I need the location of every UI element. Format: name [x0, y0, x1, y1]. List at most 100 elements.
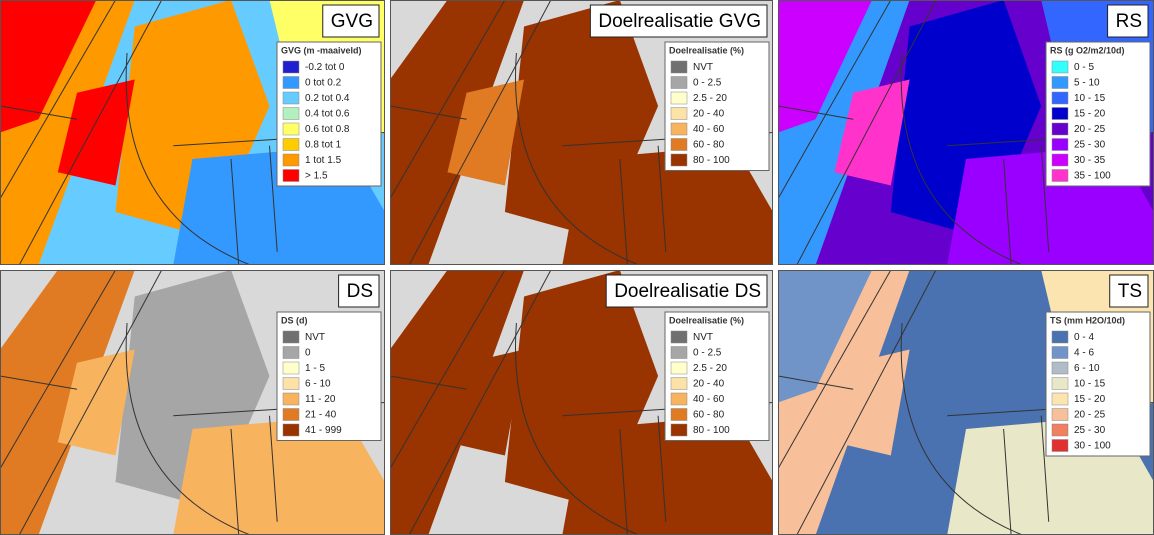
legend-swatch — [1051, 361, 1069, 375]
road — [0, 0, 116, 200]
road — [125, 322, 251, 535]
map-patch — [447, 79, 525, 186]
legend-title: Doelrealisatie (%) — [669, 315, 744, 325]
legend-label: 4 - 6 — [1074, 348, 1094, 359]
legend-label: -0.2 tot 0 — [305, 62, 345, 73]
legend-swatch — [670, 330, 688, 344]
road — [900, 322, 1023, 535]
legend-label: NVT — [305, 332, 325, 343]
legend-swatch — [1051, 138, 1069, 151]
legend-swatch — [1051, 423, 1069, 437]
legend-label: 5 - 10 — [1074, 78, 1100, 89]
road — [0, 375, 78, 390]
legend-label: 0.4 tot 0.6 — [305, 109, 350, 120]
legend-swatch — [282, 153, 300, 167]
map-patch — [0, 0, 97, 133]
road — [1003, 428, 1012, 535]
legend-swatch — [282, 392, 300, 406]
legend-label: 6 - 10 — [1074, 363, 1100, 374]
map-patch — [778, 0, 872, 133]
legend-swatch — [282, 122, 300, 136]
legend-swatch — [282, 138, 300, 151]
legend-label: 2.5 - 20 — [693, 363, 727, 374]
legend-swatch — [1051, 169, 1069, 182]
legend-label: 20 - 40 — [693, 379, 725, 390]
map-patch — [834, 79, 910, 186]
road — [657, 415, 667, 522]
legend-label: NVT — [693, 62, 713, 73]
title-box — [605, 274, 768, 308]
legend-swatch — [282, 408, 300, 421]
road — [18, 0, 163, 265]
legend-swatch — [1051, 439, 1069, 452]
road — [778, 375, 854, 390]
map-panel: Doelrealisatie GVG Doelrealisatie (%) NVT 0… — [390, 0, 773, 265]
road — [1003, 158, 1012, 265]
panel-title: GVG — [331, 11, 373, 32]
road — [269, 145, 278, 252]
road — [515, 52, 640, 265]
legend-label: 21 - 40 — [305, 410, 337, 421]
legend-swatch — [670, 346, 688, 359]
legend-title: Doelrealisatie (%) — [669, 45, 744, 55]
legend-swatch — [282, 76, 300, 89]
legend-label: 80 - 100 — [693, 155, 730, 166]
legend-swatch — [1051, 346, 1069, 359]
road — [269, 415, 278, 522]
legend-swatch — [670, 377, 688, 390]
legend-swatch — [282, 361, 300, 375]
legend-label: 11 - 20 — [305, 394, 336, 405]
road — [390, 0, 506, 200]
legend-swatch — [282, 346, 300, 359]
legend-swatch — [1051, 377, 1069, 390]
title-box — [322, 4, 380, 38]
map-patch — [57, 79, 135, 186]
road — [900, 52, 1023, 265]
legend-swatch — [282, 377, 300, 390]
legend-swatch — [1051, 392, 1069, 406]
legend-label: 2.5 - 20 — [693, 93, 727, 104]
legend-swatch — [282, 169, 300, 182]
road — [390, 270, 506, 470]
legend-swatch — [670, 392, 688, 406]
legend-label: 25 - 30 — [1074, 425, 1106, 436]
legend-label: 1 - 5 — [305, 363, 325, 374]
legend-swatch — [282, 330, 300, 344]
title-box — [338, 274, 380, 308]
map-patch — [390, 270, 525, 535]
legend-label: 41 - 999 — [305, 425, 342, 436]
legend-label: 0 - 4 — [1074, 332, 1094, 343]
map-panel: GVG GVG (m -maaiveld) -0.2 tot 0 0 tot 0.2 0… — [0, 0, 385, 265]
legend-swatch — [1051, 408, 1069, 421]
legend-label: 40 - 60 — [693, 394, 725, 405]
legend-label: 15 - 20 — [1074, 109, 1106, 120]
road — [657, 145, 667, 252]
legend-title: TS (mm H2O/10d) — [1050, 315, 1125, 325]
legend-label: 30 - 100 — [1074, 441, 1111, 452]
legend-swatch — [1051, 330, 1069, 344]
legend-label: 0 - 5 — [1074, 62, 1094, 73]
legend-swatch — [670, 91, 688, 105]
legend-swatch — [670, 408, 688, 421]
road — [0, 105, 78, 120]
legend-label: 60 - 80 — [693, 410, 725, 421]
road — [1040, 415, 1050, 522]
legend-label: 1 tot 1.5 — [305, 155, 342, 166]
legend-swatch — [282, 423, 300, 437]
legend-swatch — [282, 60, 300, 74]
legend-label: 0.8 tot 1 — [305, 140, 342, 151]
title-box — [589, 4, 768, 38]
title-box — [1107, 4, 1149, 38]
legend-label: 20 - 25 — [1074, 124, 1106, 135]
road — [390, 105, 467, 120]
panel-title: TS — [1118, 281, 1142, 302]
legend-label: 30 - 35 — [1074, 155, 1106, 166]
legend-swatch — [1051, 107, 1069, 120]
road — [390, 375, 467, 390]
legend-label: 10 - 15 — [1074, 379, 1106, 390]
legend-label: 20 - 40 — [693, 109, 725, 120]
road — [619, 158, 628, 265]
legend-title: DS (d) — [281, 315, 308, 325]
legend-swatch — [1051, 153, 1069, 167]
